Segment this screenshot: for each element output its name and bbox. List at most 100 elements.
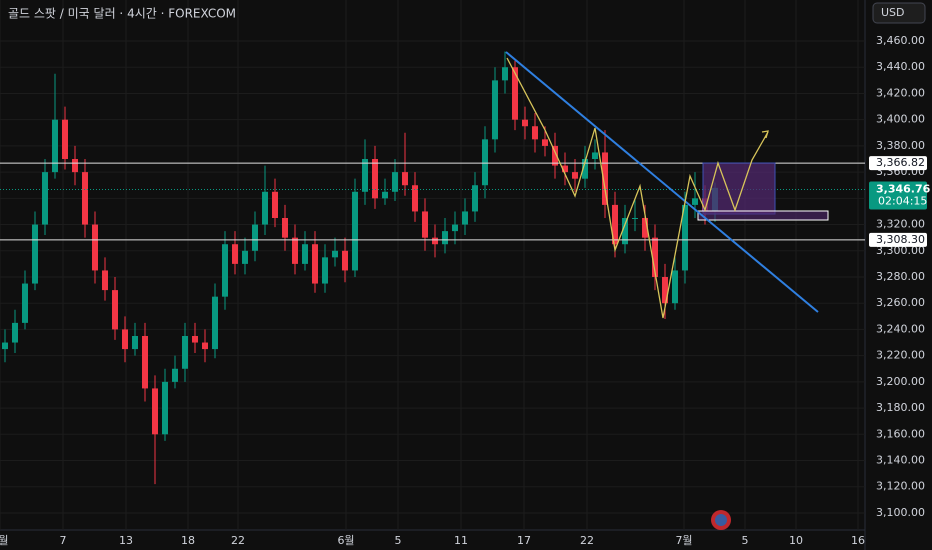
x-tick-label: 22 — [580, 534, 594, 547]
level-label: 3,366.82 — [876, 156, 925, 169]
candle-body — [372, 159, 378, 199]
x-tick-label: 16 — [851, 534, 865, 547]
candle-body — [152, 388, 158, 435]
y-tick-label: 3,300.00 — [876, 244, 925, 257]
candle-body — [202, 342, 208, 350]
candle-body — [322, 257, 328, 284]
candle-body — [442, 231, 448, 245]
level-tag — [869, 156, 927, 171]
candle-body — [282, 218, 288, 238]
candle-body — [162, 381, 168, 435]
x-tick-label: 13 — [119, 534, 133, 547]
wave-path — [506, 57, 769, 319]
candle-body — [662, 276, 668, 304]
zone-box — [697, 210, 829, 221]
labels: 3,100.00 3,120.00 3,140.00 3,160.00 3,180.00… — [0, 34, 931, 547]
x-tick-label: 5월 — [0, 534, 9, 547]
candle-body — [512, 67, 518, 120]
trend-line — [505, 51, 819, 313]
candle-body — [332, 250, 338, 258]
y-tick-label: 3,140.00 — [876, 454, 925, 467]
candle-body — [572, 172, 578, 179]
candle-body — [242, 250, 248, 264]
candle-body — [692, 198, 698, 205]
y-tick-label: 3,460.00 — [876, 34, 925, 47]
candle-body — [2, 342, 8, 350]
y-tick-label: 3,260.00 — [876, 296, 925, 309]
candle-body — [122, 329, 128, 350]
candle-body — [272, 191, 278, 219]
candle-body — [362, 159, 368, 192]
y-tick-label: 3,120.00 — [876, 480, 925, 493]
y-tick-label: 3,160.00 — [876, 427, 925, 440]
candle-body — [622, 218, 628, 245]
candle-body — [232, 244, 238, 264]
candle-body — [302, 244, 308, 264]
candle-body — [482, 139, 488, 186]
candle-body — [492, 80, 498, 140]
candle-body — [382, 191, 388, 199]
candle-body — [192, 335, 198, 343]
x-tick-label: 6월 — [337, 534, 354, 547]
candle-body — [452, 224, 458, 232]
y-tick-label: 3,320.00 — [876, 218, 925, 231]
last-price-tag — [869, 181, 927, 210]
candle-body — [522, 119, 528, 127]
candle-body — [142, 335, 148, 389]
candle-body — [402, 172, 408, 186]
candle-body — [262, 191, 268, 225]
candle-body — [392, 172, 398, 192]
candle-body — [52, 119, 58, 173]
y-tick-label: 3,100.00 — [876, 506, 925, 519]
event-icon-inner — [715, 514, 727, 526]
candle-body — [542, 139, 548, 146]
x-tick-label: 17 — [517, 534, 531, 547]
last-price-label: 3,346.76 — [876, 182, 931, 195]
level-tag — [869, 232, 927, 247]
currency-button[interactable] — [872, 2, 926, 24]
x-tick-label: 22 — [231, 534, 245, 547]
y-tick-label: 3,380.00 — [876, 139, 925, 152]
x-tick-label: 11 — [454, 534, 468, 547]
y-tick-label: 3,240.00 — [876, 322, 925, 335]
candle-body — [342, 250, 348, 271]
x-tick-label: 5 — [742, 534, 749, 547]
candle-body — [102, 270, 108, 291]
candle-body — [612, 204, 618, 245]
candle-body — [462, 211, 468, 225]
drawings — [505, 51, 829, 530]
candle-body — [632, 218, 638, 220]
x-tick-label: 7 — [60, 534, 67, 547]
y-tick-label: 3,420.00 — [876, 86, 925, 99]
candle-body — [22, 283, 28, 323]
candle-body — [412, 185, 418, 212]
candle-body — [472, 185, 478, 212]
candle-body — [292, 237, 298, 264]
x-tick-label: 18 — [181, 534, 195, 547]
candle-body — [602, 152, 608, 205]
y-tick-label: 3,280.00 — [876, 270, 925, 283]
candle-body — [552, 145, 558, 166]
candle-body — [172, 368, 178, 382]
grid — [0, 0, 865, 530]
wave-arrow — [761, 130, 769, 139]
candle-body — [592, 152, 598, 160]
countdown-label: 02:04:15 — [878, 194, 927, 207]
chart-title: 골드 스팟 / 미국 달러 · 4시간 · FOREXCOM — [8, 7, 236, 21]
candle-body — [212, 296, 218, 350]
candle-body — [12, 322, 18, 343]
candle-body — [532, 126, 538, 140]
level-label: 3,308.30 — [876, 233, 925, 246]
y-tick-label: 3,180.00 — [876, 401, 925, 414]
candle-body — [312, 244, 318, 284]
y-tick-label: 3,200.00 — [876, 375, 925, 388]
candle-body — [682, 204, 688, 271]
candle-body — [112, 290, 118, 330]
candle-body — [82, 172, 88, 225]
candle-body — [642, 218, 648, 238]
target-box — [702, 162, 776, 215]
candle-body — [432, 237, 438, 245]
candle-body — [42, 172, 48, 225]
